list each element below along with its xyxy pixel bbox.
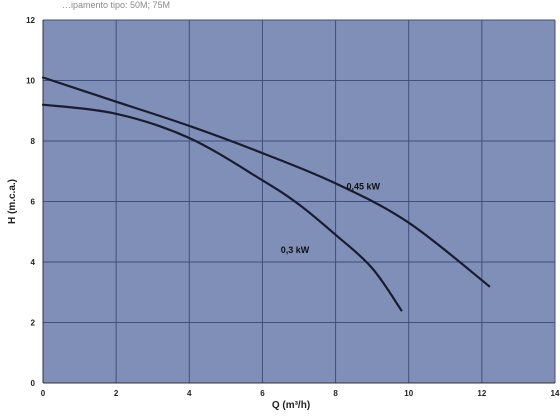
series-line-1	[41, 76, 491, 288]
y-tick-label: 2	[31, 319, 36, 328]
y-tick-label: 12	[26, 16, 35, 25]
y-tick-label: 6	[31, 198, 36, 207]
x-tick-label: 0	[41, 389, 46, 398]
y-tick-label: 8	[31, 137, 36, 146]
series-line-2	[41, 103, 403, 312]
chart-title-fragment: …ipamento tipo: 50M; 75M	[62, 0, 170, 10]
y-axis-label: H (m.c.a.)	[7, 179, 18, 224]
curve-annotation: 0,45 kW	[347, 181, 381, 191]
x-tick-label: 14	[551, 389, 560, 398]
x-tick-label: 12	[477, 389, 486, 398]
y-tick-label: 4	[31, 258, 36, 267]
y-tick-label: 0	[31, 379, 36, 388]
y-tick-label: 10	[26, 77, 35, 86]
x-tick-label: 4	[187, 389, 192, 398]
x-tick-label: 8	[333, 389, 338, 398]
x-axis-label: Q (m³/h)	[272, 400, 310, 411]
x-tick-label: 6	[260, 389, 265, 398]
x-tick-label: 2	[114, 389, 119, 398]
curve-annotation: 0,3 kW	[281, 245, 310, 255]
x-tick-label: 10	[404, 389, 413, 398]
